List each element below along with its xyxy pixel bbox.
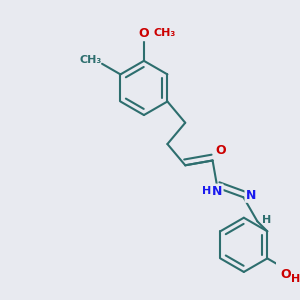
Text: O: O [280,268,291,281]
Text: CH₃: CH₃ [153,28,175,38]
Text: H: H [202,186,212,196]
Text: O: O [139,27,149,40]
Text: O: O [215,143,226,157]
Text: H: H [262,215,271,225]
Text: H: H [291,274,300,284]
Text: N: N [212,184,223,198]
Text: CH₃: CH₃ [80,55,102,65]
Text: N: N [245,189,256,202]
